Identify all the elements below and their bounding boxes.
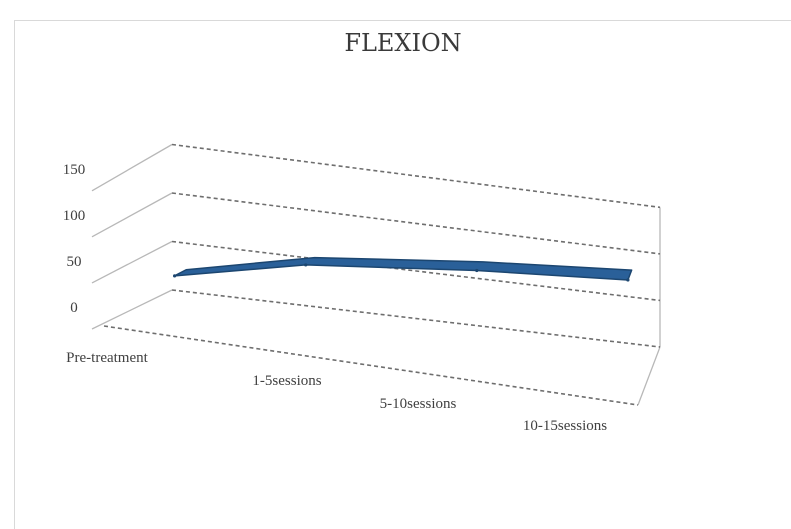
y-tick-label: 0 <box>70 300 78 316</box>
data-point <box>626 278 630 282</box>
chart-frame <box>14 20 791 529</box>
y-tick-label: 50 <box>67 254 82 270</box>
x-category-label: 10-15sessions <box>523 418 607 434</box>
x-category-label: Pre-treatment <box>66 350 148 366</box>
series-area <box>173 256 633 282</box>
y-tick-label: 100 <box>63 208 86 224</box>
chart-title: FLEXION <box>344 29 461 57</box>
back-grid-line <box>171 192 661 255</box>
x-category-label: 1-5sessions <box>252 373 321 389</box>
x-category-label: 5-10sessions <box>380 396 457 412</box>
floor-right-edge <box>637 346 661 406</box>
x-axis-categories: Pre-treatment 1-5sessions 5-10sessions 10-1… <box>66 350 607 434</box>
data-point <box>173 274 177 278</box>
gridlines <box>91 143 661 406</box>
side-grid-line <box>91 289 173 330</box>
y-tick-label: 150 <box>63 162 86 178</box>
side-grid-line <box>91 240 173 284</box>
chart-walls <box>637 207 661 406</box>
data-point <box>475 268 479 273</box>
floor-front-edge <box>103 325 639 406</box>
back-grid-line <box>171 289 661 348</box>
back-grid-line <box>171 143 661 209</box>
data-point <box>304 263 308 267</box>
back-grid-line <box>171 240 661 302</box>
y-axis-ticks: 0 50 100 150 <box>63 162 86 316</box>
side-grid-line <box>91 143 173 192</box>
side-grid-line <box>91 192 173 238</box>
series-ribbon <box>173 256 633 281</box>
